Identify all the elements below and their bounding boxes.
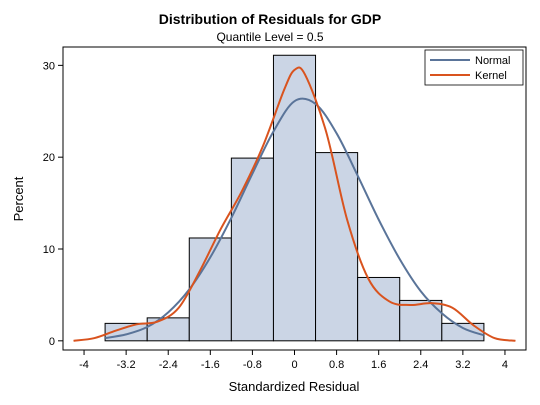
chart-subtitle: Quantile Level = 0.5: [216, 30, 323, 44]
y-tick-label-0: 0: [49, 336, 55, 348]
y-axis-label: Percent: [11, 176, 26, 221]
plot-area: [62, 46, 527, 351]
legend-frame: [424, 49, 524, 86]
legend: Normal Kernel: [424, 49, 524, 86]
x-tick-label-0: -4: [79, 359, 89, 371]
histogram-bar-5: [315, 152, 359, 342]
kernel-density-curve: [73, 66, 516, 342]
chart-title: Distribution of Residuals for GDP: [159, 11, 381, 27]
histogram-bar-3: [230, 157, 274, 342]
x-tick-label-6: 0.8: [329, 359, 344, 371]
y-axis: 0 10 20 30: [43, 60, 63, 348]
x-tick-label-3: -1.6: [201, 359, 220, 371]
y-tick-label-1: 10: [43, 244, 55, 256]
y-tick-label-2: 20: [43, 152, 55, 164]
x-tick-label-9: 3.2: [455, 359, 470, 371]
y-tick-label-3: 30: [43, 60, 55, 72]
histogram-bar-2: [188, 237, 232, 342]
legend-label-kernel: Kernel: [475, 70, 507, 82]
normal-density-curve: [104, 97, 485, 340]
x-tick-label-1: -3.2: [117, 359, 136, 371]
x-axis-label: Standardized Residual: [229, 379, 360, 394]
x-tick-label-10: 4: [502, 359, 508, 371]
histogram-bar-1: [146, 317, 190, 342]
histogram-bar-8: [441, 322, 485, 342]
x-tick-label-4: -0.8: [243, 359, 262, 371]
density-curves: [73, 66, 516, 342]
histogram-bars: [104, 54, 485, 342]
x-axis: -4 -3.2 -2.4 -1.6 -0.8 0 0.8 1.6 2.4 3.2 4: [79, 350, 508, 371]
histogram-bar-4: [272, 54, 317, 342]
x-tick-label-5: 0: [291, 359, 297, 371]
histogram-bar-6: [357, 276, 401, 342]
x-tick-label-2: -2.4: [159, 359, 178, 371]
legend-label-normal: Normal: [475, 55, 510, 67]
x-tick-label-8: 2.4: [413, 359, 428, 371]
x-tick-label-7: 1.6: [371, 359, 386, 371]
